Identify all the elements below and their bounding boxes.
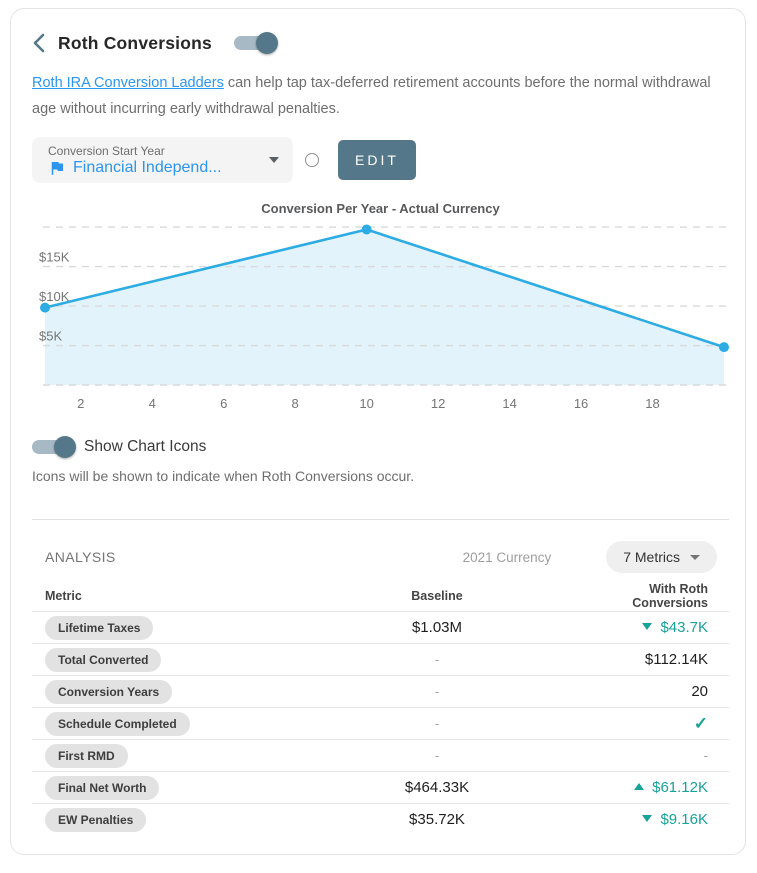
analysis-section-label: ANALYSIS	[45, 549, 116, 565]
chevron-left-icon	[33, 33, 45, 53]
table-row: EW Penalties $35.72K $9.16K	[32, 803, 729, 835]
radio-button[interactable]	[305, 153, 319, 167]
metric-pill: Schedule Completed	[45, 711, 190, 736]
metrics-selector-label: 7 Metrics	[623, 549, 680, 565]
baseline-value: -	[434, 748, 440, 763]
table-row: Lifetime Taxes $1.03M $43.7K	[32, 611, 729, 643]
metric-pill: First RMD	[45, 743, 128, 768]
x-tick-label: 6	[220, 396, 227, 411]
baseline-value: -	[434, 684, 440, 699]
description: Roth IRA Conversion Ladders can help tap…	[32, 70, 729, 122]
controls-row: Conversion Start Year Financial Independ…	[32, 137, 729, 183]
panel-header: Roth Conversions	[32, 28, 729, 58]
metric-pill: Total Converted	[45, 647, 162, 672]
with-roth-value: $112.14K	[644, 651, 708, 668]
table-row: Final Net Worth $464.33K $61.12K	[32, 771, 729, 803]
baseline-value: -	[434, 716, 440, 731]
x-tick-label: 4	[149, 396, 156, 411]
chart-point[interactable]	[719, 342, 729, 353]
edit-button[interactable]: EDIT	[338, 140, 416, 180]
page-title: Roth Conversions	[58, 32, 212, 53]
roth-conversions-card: Roth Conversions Roth IRA Conversion Lad…	[10, 8, 746, 855]
table-header: Metric Baseline With Roth Conversions	[32, 581, 729, 611]
x-tick-label: 18	[645, 396, 659, 411]
select-value-row: Financial Independ...	[48, 159, 293, 177]
x-tick-label: 10	[359, 396, 373, 411]
chevron-down-icon	[269, 157, 279, 163]
back-button[interactable]	[32, 33, 48, 53]
metric-cell: Schedule Completed	[45, 711, 295, 736]
metric-cell: EW Penalties	[45, 807, 295, 832]
toggle-knob	[255, 32, 278, 54]
y-tick-label: $5K	[39, 329, 62, 344]
show-chart-icons-row: Show Chart Icons	[32, 435, 729, 459]
metric-cell: Conversion Years	[45, 679, 295, 704]
description-text: can help tap tax-deferred retirement acc…	[32, 75, 711, 117]
column-header-with-roth: With Roth Conversions	[632, 582, 708, 610]
chart-point[interactable]	[361, 224, 372, 235]
metric-cell: First RMD	[45, 743, 295, 768]
with-roth-value: $61.12K	[579, 779, 708, 796]
chevron-down-icon	[690, 554, 700, 560]
with-roth-value: 20	[691, 683, 708, 700]
roth-conversions-toggle[interactable]	[233, 32, 278, 54]
toggle-knob	[54, 436, 76, 458]
show-chart-icons-toggle[interactable]	[32, 436, 76, 458]
y-tick-label: $15K	[39, 250, 70, 265]
up-triangle-icon	[634, 783, 645, 790]
metrics-selector[interactable]: 7 Metrics	[606, 541, 717, 573]
metric-pill: Lifetime Taxes	[45, 615, 154, 640]
table-row: First RMD - -	[32, 739, 729, 771]
metric-pill: Conversion Years	[45, 679, 173, 704]
section-divider	[32, 519, 729, 520]
table-row: Conversion Years - 20	[32, 675, 729, 707]
metric-cell: Final Net Worth	[45, 775, 295, 800]
baseline-value: $35.72K	[409, 811, 465, 828]
conversion-start-year-select[interactable]: Conversion Start Year Financial Independ…	[32, 137, 293, 183]
column-header-baseline: Baseline	[411, 589, 463, 603]
with-roth-value: ✓	[579, 714, 708, 734]
x-tick-label: 8	[292, 396, 299, 411]
check-icon: ✓	[693, 713, 708, 733]
flag-icon	[48, 159, 66, 177]
delta-value: $9.16K	[660, 811, 708, 828]
metric-pill: Final Net Worth	[45, 775, 160, 800]
baseline-value: $1.03M	[411, 619, 463, 636]
select-label: Conversion Start Year	[48, 144, 165, 158]
with-roth-value: $43.7K	[579, 619, 708, 636]
chart-point[interactable]	[40, 302, 50, 313]
x-tick-label: 12	[431, 396, 445, 411]
metrics-table: Lifetime Taxes $1.03M $43.7K Total Converte…	[32, 611, 729, 835]
metric-cell: Lifetime Taxes	[45, 615, 295, 640]
table-row: Schedule Completed - ✓	[32, 707, 729, 739]
delta-value: $61.12K	[652, 779, 708, 796]
down-triangle-icon	[642, 815, 653, 822]
chart-area	[45, 229, 724, 385]
with-roth-value: -	[703, 748, 708, 763]
analysis-header: ANALYSIS 2021 Currency 7 Metrics	[32, 540, 729, 574]
down-triangle-icon	[642, 623, 653, 630]
y-tick-label: $10K	[39, 289, 70, 304]
roth-ira-conversion-ladders-link[interactable]: Roth IRA Conversion Ladders	[32, 75, 224, 91]
chart-title: Conversion Per Year - Actual Currency	[261, 201, 500, 216]
conversion-per-year-chart: $5K $10K $15K 2 4 6 8 10 12 14 16 18	[39, 224, 729, 411]
with-roth-value: $9.16K	[579, 811, 708, 828]
baseline-value: $464.33K	[404, 779, 470, 796]
x-tick-label: 14	[502, 396, 516, 411]
x-tick-label: 16	[574, 396, 588, 411]
x-tick-label: 2	[77, 396, 84, 411]
show-chart-icons-label: Show Chart Icons	[84, 438, 207, 455]
chart-icons-description: Icons will be shown to indicate when Rot…	[32, 468, 415, 484]
metric-cell: Total Converted	[45, 647, 295, 672]
currency-note: 2021 Currency	[462, 549, 552, 565]
metric-pill: EW Penalties	[45, 807, 147, 832]
delta-value: $43.7K	[660, 619, 708, 636]
column-header-metric: Metric	[45, 589, 82, 603]
table-row: Total Converted - $112.14K	[32, 643, 729, 675]
select-value: Financial Independ...	[73, 159, 222, 176]
baseline-value: -	[434, 652, 440, 667]
